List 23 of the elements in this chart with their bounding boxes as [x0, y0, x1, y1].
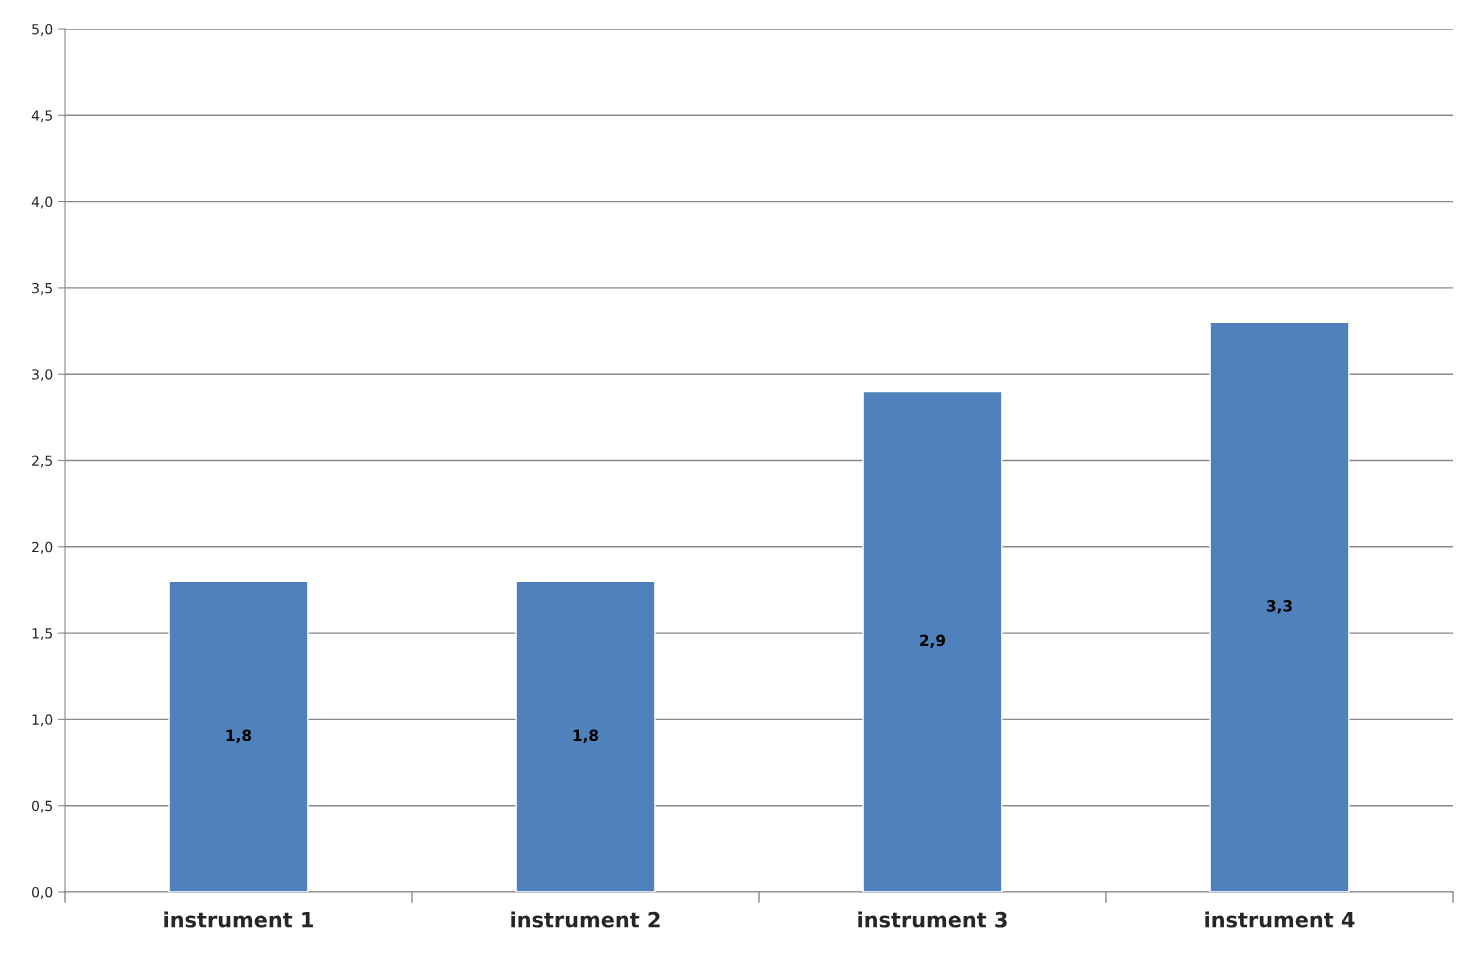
y-tick-label: 1,5	[32, 628, 52, 640]
data-label: 3,3	[1266, 600, 1292, 614]
x-tick-label: instrument 4	[1205, 911, 1355, 928]
y-tick-label: 1,0	[32, 714, 53, 727]
bar	[515, 580, 656, 892]
y-tick-label: 3,0	[32, 369, 53, 382]
data-label: 1,8	[573, 729, 599, 744]
y-tick-label: 4,5	[31, 110, 52, 123]
bar	[1209, 321, 1350, 892]
y-tick-label: 0,5	[32, 800, 52, 813]
bar	[168, 580, 309, 892]
y-tick-label: 2,0	[32, 541, 53, 554]
y-tick-label: 0,0	[32, 886, 53, 899]
x-tick-label: instrument 1	[164, 911, 313, 928]
data-label: 1,8	[226, 729, 252, 744]
y-tick-label: 5,0	[32, 23, 53, 36]
x-tick-label: instrument 2	[511, 911, 660, 928]
y-tick-label: 3,5	[32, 282, 52, 295]
data-label: 2,9	[920, 634, 946, 649]
x-tick-label: instrument 3	[858, 911, 1007, 928]
bar	[862, 390, 1003, 892]
y-tick-label: 4,0	[31, 196, 53, 209]
y-tick-label: 2,5	[32, 455, 52, 468]
